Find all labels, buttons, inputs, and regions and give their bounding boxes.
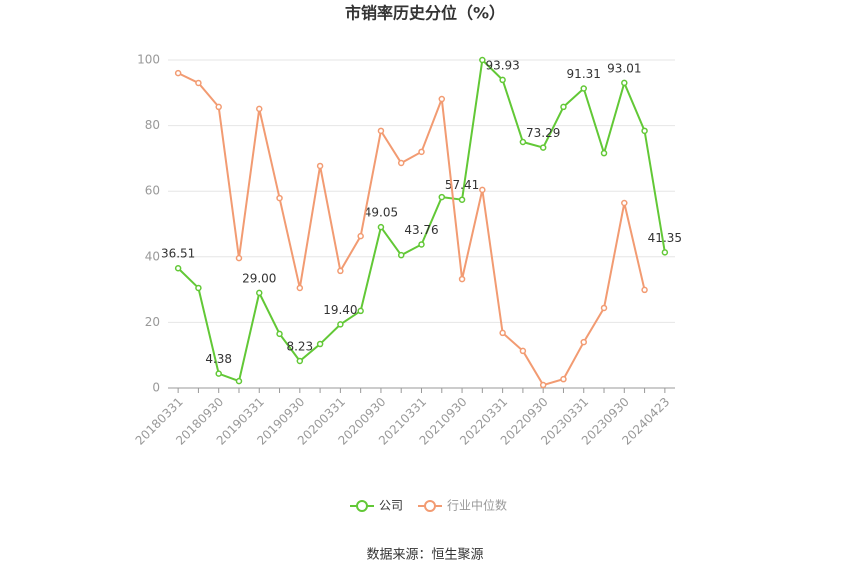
data-label: 91.31 <box>567 67 601 81</box>
point <box>621 79 628 87</box>
point <box>316 340 324 348</box>
data-label: 19.40 <box>323 303 357 317</box>
data-label: 36.51 <box>161 247 195 261</box>
source: 数据来源：恒生聚源 <box>366 548 483 563</box>
point <box>316 162 324 170</box>
y-tick-label: 80 <box>145 118 160 132</box>
data-label: 43.76 <box>404 223 438 237</box>
point <box>641 127 648 135</box>
chart-title: 市销率历史分位（%） <box>345 4 505 23</box>
point <box>337 321 344 328</box>
data-label: 8.23 <box>286 340 313 354</box>
point <box>256 105 263 113</box>
point <box>519 138 527 146</box>
point <box>458 196 466 203</box>
point <box>174 264 182 272</box>
point <box>397 159 405 167</box>
point <box>418 241 425 248</box>
series-line <box>177 72 646 387</box>
series-line <box>177 57 666 383</box>
data-label: 73.29 <box>526 126 560 140</box>
y-tick-label: 0 <box>152 381 160 395</box>
legend-label: 行业中位数 <box>447 498 507 513</box>
point <box>458 275 466 283</box>
legend-marker <box>356 500 368 512</box>
point <box>600 304 608 312</box>
point <box>499 329 506 337</box>
point <box>621 199 628 207</box>
point <box>337 267 344 275</box>
point <box>174 69 182 77</box>
point <box>539 381 547 389</box>
point <box>438 95 446 103</box>
point <box>377 127 385 135</box>
point <box>296 357 304 365</box>
data-label: 57.41 <box>445 178 479 192</box>
y-tick-label: 20 <box>145 315 160 329</box>
point <box>256 289 263 297</box>
data-label: 93.93 <box>485 58 519 72</box>
point <box>195 79 202 87</box>
data-label: 49.05 <box>364 206 398 220</box>
point <box>499 76 506 84</box>
point <box>235 377 243 385</box>
y-tick-label: 60 <box>145 184 160 198</box>
y-tick-label: 100 <box>137 53 160 67</box>
point <box>215 103 222 111</box>
point <box>479 56 486 64</box>
point <box>560 375 567 383</box>
y-tick-label: 40 <box>145 249 160 263</box>
point <box>276 194 283 202</box>
point <box>357 307 364 315</box>
point <box>357 232 364 240</box>
point <box>276 330 283 338</box>
data-label: 93.01 <box>607 61 641 75</box>
point <box>641 286 648 294</box>
data-label: 29.00 <box>242 271 276 285</box>
point <box>377 223 385 231</box>
legend-label: 公司 <box>379 499 403 513</box>
point <box>397 251 405 259</box>
point <box>519 347 527 355</box>
point <box>195 284 202 292</box>
point <box>215 370 222 377</box>
point <box>661 249 669 256</box>
legend-marker <box>424 500 436 512</box>
point <box>580 85 587 92</box>
point <box>539 144 547 151</box>
point <box>438 193 446 201</box>
point <box>296 284 304 292</box>
point <box>580 338 587 346</box>
point <box>479 186 486 194</box>
data-label: 41.35 <box>648 231 682 245</box>
point <box>600 149 608 157</box>
data-label: 4.38 <box>205 352 232 366</box>
point <box>235 254 243 262</box>
point <box>560 103 567 111</box>
point <box>418 148 425 156</box>
